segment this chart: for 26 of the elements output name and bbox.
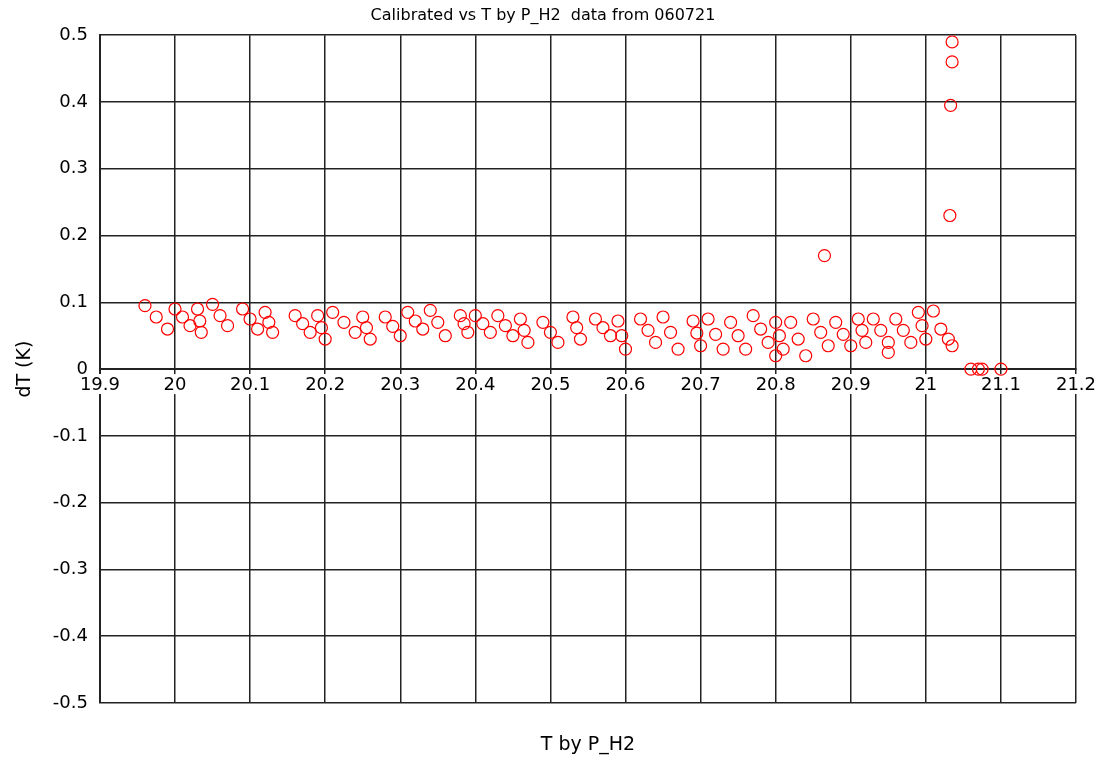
x-tick-label: 20.8 xyxy=(755,372,796,394)
x-tick-label: 21.2 xyxy=(1055,372,1096,394)
y-tick-label: 0.3 xyxy=(59,156,88,178)
x-tick-label: 20.1 xyxy=(230,372,271,394)
y-tick-label: -0.1 xyxy=(52,423,88,445)
y-axis-title: dT (K) xyxy=(12,340,35,398)
x-tick-label: 20.3 xyxy=(380,372,421,394)
x-tick-label: 20.7 xyxy=(680,372,721,394)
y-tick-label: 0.5 xyxy=(59,22,88,44)
y-tick-label: -0.4 xyxy=(52,623,88,645)
x-tick-label: 20 xyxy=(163,372,187,394)
x-tick-label: 20.6 xyxy=(605,372,646,394)
x-tick-label: 21 xyxy=(914,372,938,394)
y-tick-label: -0.2 xyxy=(52,490,88,512)
y-tick-label: -0.3 xyxy=(52,557,88,579)
x-tick-label: 20.9 xyxy=(830,372,871,394)
y-tick-label: 0.1 xyxy=(59,289,88,311)
y-tick-label: 0.2 xyxy=(59,223,88,245)
chart-title: Calibrated vs T by P_H2 data from 060721 xyxy=(370,4,716,25)
x-tick-label: 20.4 xyxy=(455,372,496,394)
x-tick-label: 20.2 xyxy=(305,372,346,394)
x-tick-label: 21.1 xyxy=(980,372,1021,394)
y-tick-label: -0.5 xyxy=(52,690,88,712)
x-tick-label: 20.5 xyxy=(530,372,571,394)
x-axis-title: T by P_H2 xyxy=(539,731,636,755)
y-tick-label: 0.4 xyxy=(59,89,88,111)
